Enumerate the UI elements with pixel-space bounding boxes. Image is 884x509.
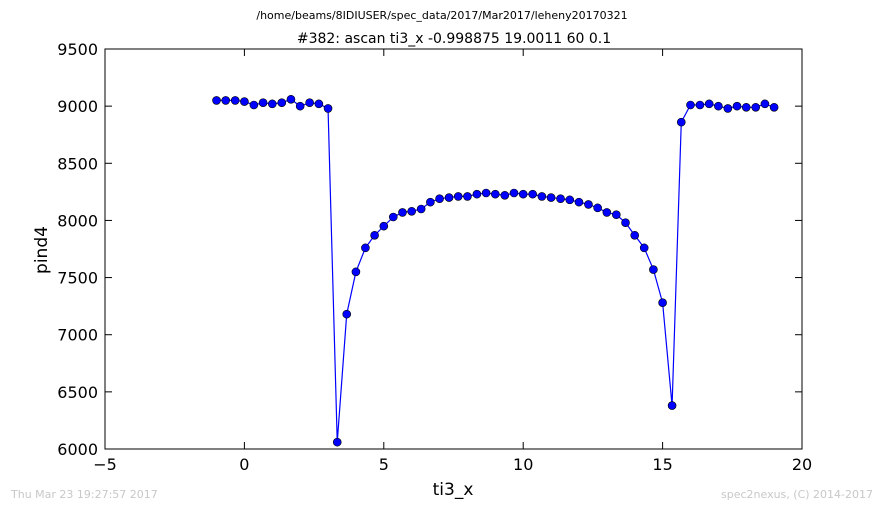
data-point bbox=[435, 194, 444, 204]
data-point bbox=[704, 99, 714, 109]
data-point bbox=[732, 101, 742, 111]
file-path-header: /home/beams/8IDIUSER/spec_data/2017/Mar2… bbox=[256, 9, 627, 22]
data-point bbox=[769, 102, 779, 112]
data-point bbox=[230, 96, 240, 105]
data-point bbox=[491, 189, 500, 199]
y-tick-label: 8500 bbox=[57, 154, 98, 173]
data-point bbox=[695, 100, 705, 110]
data-point bbox=[249, 100, 259, 110]
footer-credit: spec2nexus, (C) 2014-2017 bbox=[721, 488, 873, 501]
x-tick-label: 20 bbox=[792, 455, 812, 474]
y-tick-label: 6500 bbox=[57, 383, 98, 402]
data-point bbox=[295, 101, 305, 111]
data-point bbox=[426, 197, 435, 207]
data-point bbox=[370, 230, 379, 240]
y-tick-label: 6000 bbox=[57, 440, 98, 459]
data-point bbox=[723, 104, 733, 113]
y-tick-label: 9000 bbox=[57, 97, 98, 116]
data-point bbox=[584, 200, 593, 209]
x-tick-label: 5 bbox=[379, 455, 389, 474]
y-tick-label: 7000 bbox=[57, 326, 98, 345]
data-point bbox=[565, 195, 575, 205]
data-point bbox=[751, 102, 761, 112]
data-point bbox=[323, 104, 333, 113]
x-tick-label: 10 bbox=[513, 455, 533, 474]
axes: −5 0 5 10 15 20 6000 6500 7000 7500 8000 8500 9000 95… bbox=[57, 40, 812, 474]
data-point bbox=[509, 188, 519, 198]
data-point bbox=[676, 117, 686, 127]
data-point bbox=[667, 401, 677, 410]
data-point bbox=[621, 218, 630, 228]
data-point bbox=[639, 243, 649, 253]
data-point bbox=[714, 101, 723, 111]
y-tick-label: 8000 bbox=[57, 211, 98, 230]
y-tick-label: 7500 bbox=[57, 269, 98, 288]
data-point bbox=[398, 208, 407, 217]
data-point bbox=[258, 98, 268, 108]
data-point bbox=[453, 192, 463, 201]
data-point bbox=[407, 206, 416, 216]
data-point bbox=[537, 192, 547, 201]
data-point bbox=[416, 204, 426, 214]
data-point bbox=[221, 96, 231, 105]
data-point bbox=[760, 99, 770, 109]
data-point bbox=[463, 192, 472, 201]
data-point bbox=[361, 243, 370, 253]
data-point bbox=[518, 189, 528, 199]
x-tick-label: 15 bbox=[652, 455, 672, 474]
data-point bbox=[351, 267, 361, 277]
data-point bbox=[612, 210, 621, 220]
data-point bbox=[574, 197, 584, 207]
data-point bbox=[212, 96, 221, 105]
data-point bbox=[388, 212, 398, 222]
x-axis-label: ti3_x bbox=[433, 480, 474, 500]
chart-title: #382: ascan ti3_x -0.998875 19.0011 60 0… bbox=[297, 31, 611, 47]
x-tick-label: −5 bbox=[93, 455, 117, 474]
data-point bbox=[500, 190, 510, 200]
data-point bbox=[658, 298, 667, 308]
data-point bbox=[630, 230, 640, 240]
x-tick-label: 0 bbox=[239, 455, 249, 474]
data-point bbox=[741, 102, 751, 112]
plot-area bbox=[212, 94, 779, 447]
data-point bbox=[286, 94, 296, 104]
y-tick-label: 9500 bbox=[57, 40, 98, 59]
data-point bbox=[444, 193, 454, 202]
series-line bbox=[216, 98, 775, 443]
data-point bbox=[593, 203, 602, 213]
data-point bbox=[240, 97, 249, 106]
data-point bbox=[332, 437, 342, 447]
data-point bbox=[314, 99, 324, 109]
data-point bbox=[686, 100, 695, 110]
data-point bbox=[379, 221, 389, 231]
data-point bbox=[546, 193, 556, 202]
data-point bbox=[472, 189, 482, 199]
plot-frame bbox=[104, 48, 803, 450]
data-point bbox=[649, 265, 658, 274]
data-point bbox=[305, 98, 314, 108]
y-axis-label: pind4 bbox=[32, 226, 52, 274]
data-point bbox=[277, 98, 287, 108]
data-point bbox=[602, 208, 612, 217]
data-point bbox=[267, 99, 277, 109]
data-point bbox=[342, 309, 352, 319]
footer-timestamp: Thu Mar 23 19:27:57 2017 bbox=[10, 488, 158, 501]
data-point bbox=[556, 194, 565, 204]
data-point bbox=[481, 188, 491, 198]
data-point bbox=[528, 189, 537, 199]
